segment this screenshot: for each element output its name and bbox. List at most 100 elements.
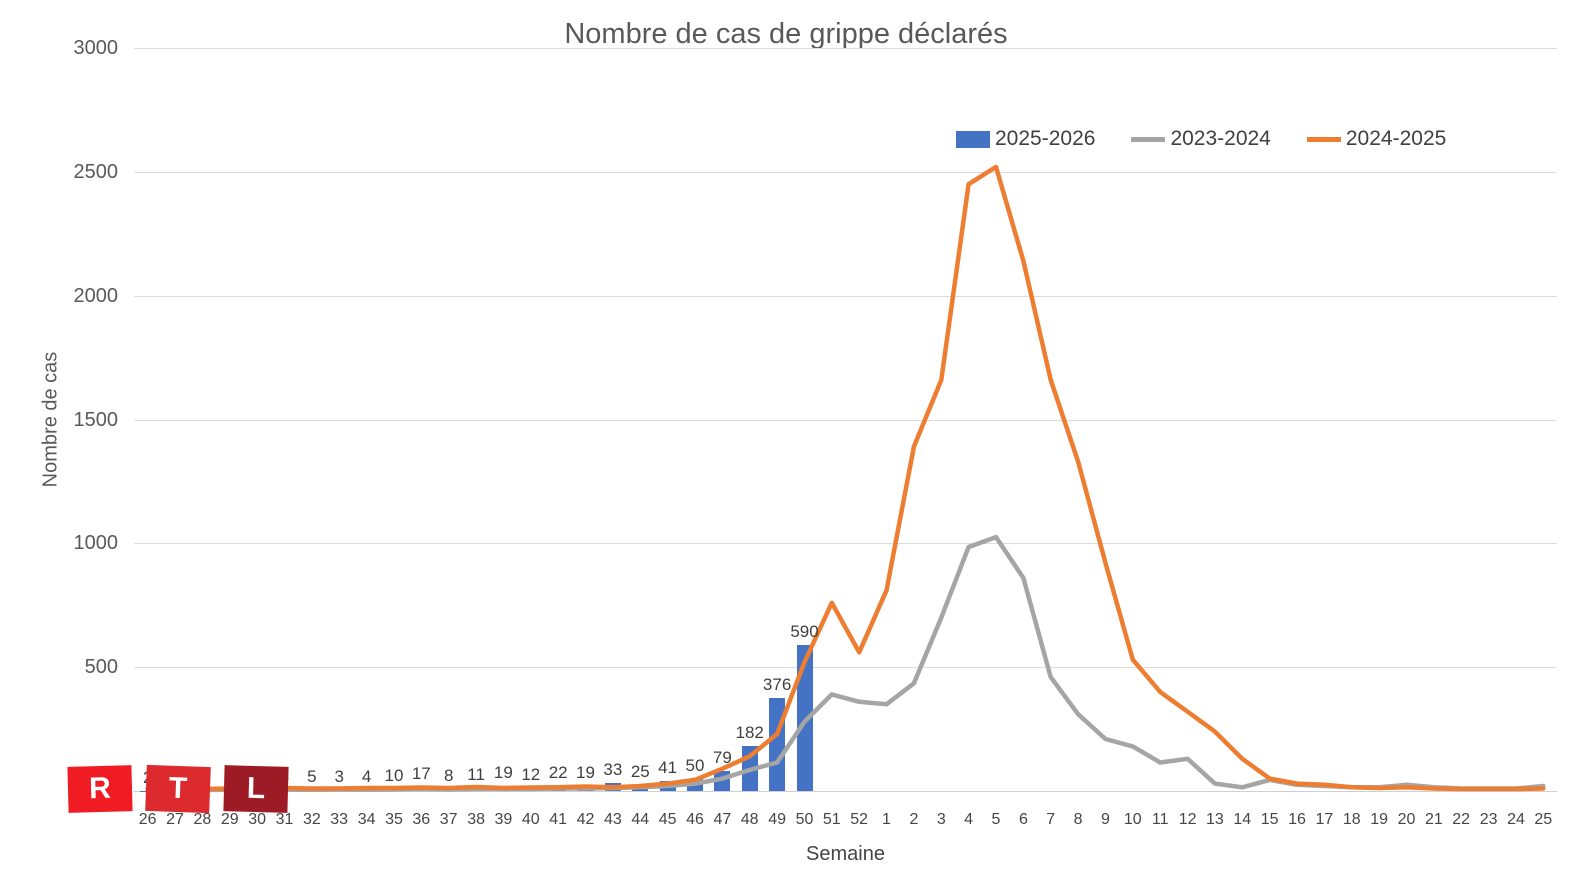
x-tick-label: 46 [686, 811, 704, 828]
y-tick-label: 1000 [73, 532, 119, 555]
x-tick-label: 30 [248, 811, 266, 828]
x-tick-label: 40 [521, 811, 540, 828]
x-tick-label: 1 [882, 811, 891, 828]
y-tick-label: 2000 [73, 284, 119, 307]
legend-label: 2025-2026 [995, 127, 1096, 150]
x-tick-label: 31 [275, 811, 294, 828]
bar-label-week-32: 5 [307, 766, 317, 786]
gridline-1500 [134, 419, 1557, 421]
x-tick-label: 5 [991, 811, 1001, 828]
x-tick-label: 17 [1315, 811, 1334, 828]
x-tick-label: 34 [357, 811, 376, 828]
x-tick-label: 10 [1123, 811, 1142, 828]
x-tick-label: 49 [768, 811, 786, 828]
x-axis-line [134, 791, 1557, 792]
x-tick-label: 26 [138, 811, 157, 828]
x-tick-label: 35 [385, 811, 403, 828]
legend-label: 2023-2024 [1170, 127, 1271, 150]
legend-swatch-2023-2024 [1131, 136, 1166, 142]
legend-swatch-2025-2026 [956, 130, 990, 148]
rtl-logo-letter-T: T [145, 764, 211, 814]
bar-label-week-35: 10 [384, 765, 404, 785]
x-tick-label: 47 [713, 811, 732, 828]
x-tick-label: 41 [549, 811, 568, 828]
x-tick-label: 48 [740, 811, 759, 828]
x-tick-label: 51 [822, 811, 841, 828]
x-tick-label: 7 [1046, 811, 1056, 828]
rtl-logo-letter-R: R [67, 765, 133, 813]
gridline-2000 [134, 295, 1557, 297]
bar-label-week-48: 182 [735, 722, 764, 742]
x-tick-label: 2 [909, 811, 919, 828]
x-tick-label: 50 [795, 811, 814, 828]
x-tick-label: 4 [964, 811, 974, 828]
x-tick-label: 32 [302, 811, 321, 828]
gridline-1000 [134, 543, 1557, 545]
x-tick-label: 15 [1260, 811, 1279, 828]
bar-label-week-47: 79 [712, 748, 732, 768]
bar-week-50 [796, 644, 813, 791]
x-tick-label: 9 [1101, 811, 1110, 828]
bar-label-week-36: 17 [411, 763, 431, 783]
x-tick-label: 3 [936, 811, 946, 828]
bar-label-week-44: 25 [630, 761, 650, 781]
legend-item-2024-2025: 2024-2025 [1306, 127, 1447, 151]
x-tick-label: 20 [1397, 811, 1416, 828]
x-tick-label: 28 [193, 811, 212, 828]
x-tick-label: 8 [1073, 811, 1083, 828]
x-tick-label: 33 [330, 811, 349, 828]
bar-label-week-34: 4 [361, 767, 372, 786]
x-tick-label: 16 [1288, 811, 1306, 828]
x-tick-label: 25 [1534, 811, 1553, 828]
bar-label-week-41: 22 [548, 762, 568, 782]
bar-label-week-38: 11 [467, 765, 485, 785]
gridline-500 [134, 667, 1557, 669]
x-tick-label: 52 [850, 811, 869, 828]
x-tick-label: 22 [1452, 811, 1471, 828]
gridline-2500 [134, 171, 1557, 173]
x-tick-label: 21 [1424, 811, 1443, 828]
y-tick-label: 3000 [73, 37, 119, 59]
legend-item-2023-2024: 2023-2024 [1131, 127, 1271, 151]
x-tick-label: 11 [1151, 811, 1169, 828]
bar-label-week-37: 8 [443, 766, 454, 785]
x-tick-label: 19 [1370, 811, 1388, 828]
x-tick-label: 14 [1233, 811, 1252, 828]
x-tick-label: 6 [1018, 811, 1028, 828]
bar-label-week-33: 3 [334, 767, 344, 787]
y-tick-label: 500 [84, 656, 118, 679]
bar-label-week-46: 50 [685, 755, 705, 775]
bar-label-week-40: 12 [521, 765, 541, 784]
x-tick-label: 44 [631, 811, 650, 828]
bar-label-week-43: 33 [603, 759, 623, 779]
chart-title: Nombre de cas de grippe déclarés [564, 18, 1008, 50]
y-tick-label: 2500 [73, 160, 119, 183]
chart-legend: 2025-2026 2023-2024 2024-2025 [956, 127, 1446, 151]
x-tick-label: 45 [658, 811, 677, 828]
line-2023-2024 [145, 534, 1546, 793]
bar-label-week-50: 590 [790, 621, 819, 641]
legend-label: 2024-2025 [1345, 127, 1447, 150]
y-tick-label: 1500 [73, 408, 119, 431]
legend-item-2025-2026: 2025-2026 [956, 127, 1095, 151]
x-tick-label: 12 [1178, 811, 1197, 828]
x-tick-label: 36 [412, 811, 431, 828]
x-tick-label: 42 [576, 811, 595, 828]
gridline-3000 [134, 48, 1557, 49]
bar-label-week-45: 41 [658, 757, 678, 777]
x-axis-title: Semaine [806, 843, 885, 865]
legend-swatch-2024-2025 [1306, 136, 1341, 142]
x-tick-label: 24 [1507, 811, 1525, 828]
line-2024-2025 [145, 164, 1546, 792]
x-tick-label: 27 [166, 811, 184, 828]
x-tick-label: 13 [1205, 811, 1224, 828]
bar-label-week-42: 19 [576, 763, 595, 783]
x-tick-label: 23 [1479, 811, 1498, 828]
bar-label-week-39: 19 [493, 763, 513, 783]
x-tick-label: 38 [467, 811, 485, 828]
x-tick-label: 29 [220, 811, 239, 828]
rtl-logo-letter-L: L [223, 765, 289, 813]
x-tick-label: 18 [1342, 811, 1361, 828]
